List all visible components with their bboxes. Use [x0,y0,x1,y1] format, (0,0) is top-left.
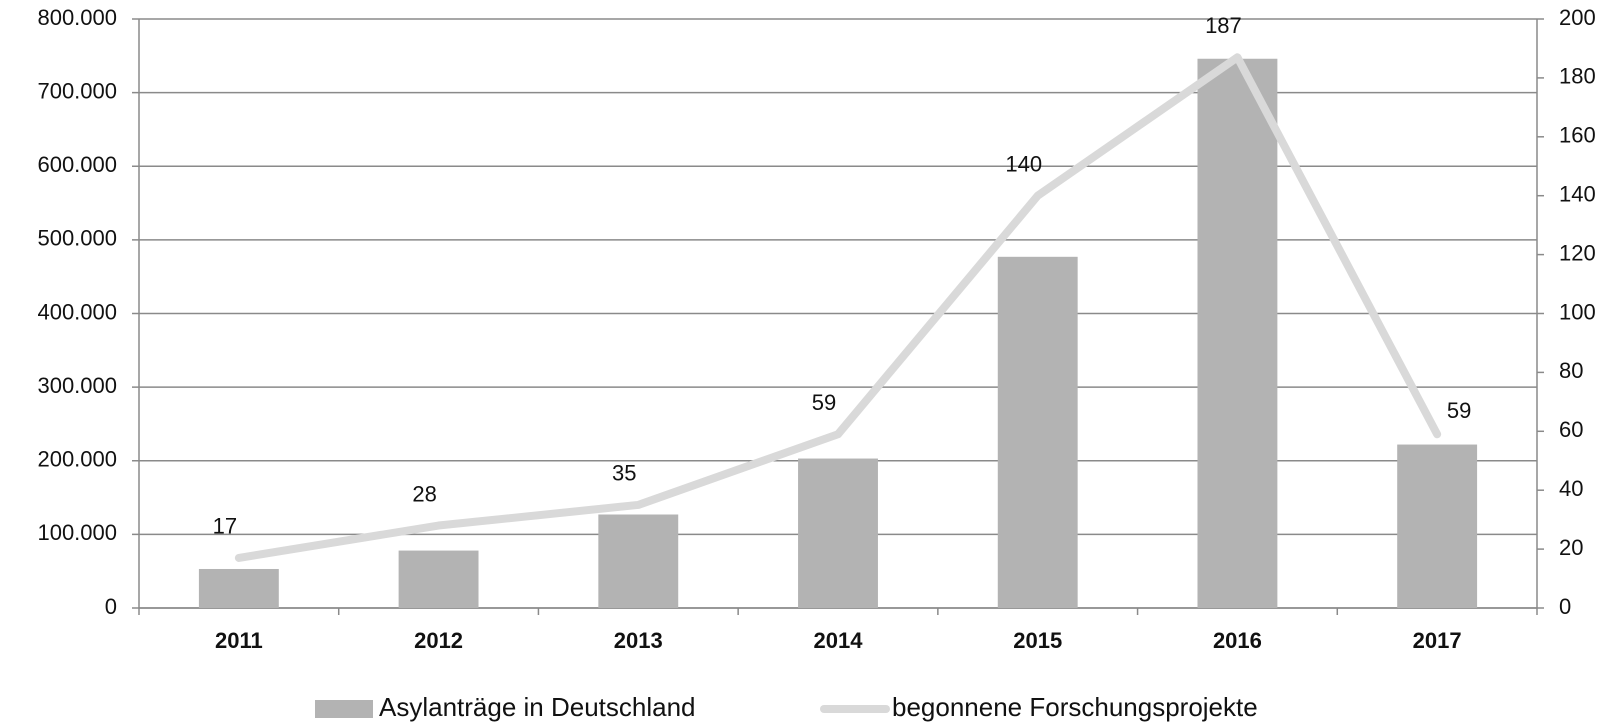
y-tick-label: 100.000 [37,520,117,545]
bar [1397,444,1478,608]
bar [598,514,679,608]
y-tick-label: 600.000 [37,152,117,177]
y-tick-label: 400.000 [37,299,117,324]
data-label: 59 [1447,398,1471,423]
bar [1197,58,1278,608]
y-tick-label: 800.000 [37,5,117,30]
y-tick-label: 0 [105,594,117,619]
bar [398,550,479,608]
y2-tick-label: 40 [1559,476,1583,501]
y2-tick-label: 60 [1559,417,1583,442]
y-tick-label: 500.000 [37,226,117,251]
x-tick-label: 2016 [1213,628,1262,653]
y-tick-label: 300.000 [37,373,117,398]
y-tick-label: 200.000 [37,447,117,472]
line [234,53,1442,562]
data-label: 59 [812,390,836,415]
data-label: 140 [1005,152,1042,177]
y2-tick-label: 100 [1559,299,1596,324]
y2-tick-label: 120 [1559,240,1596,265]
legend-swatch [315,700,373,718]
data-label: 35 [612,461,636,486]
x-tick-label: 2017 [1413,628,1462,653]
data-label: 28 [412,481,436,506]
y2-tick-label: 80 [1559,358,1583,383]
y2-tick-label: 20 [1559,535,1583,560]
x-tick-label: 2015 [1013,628,1062,653]
bar [997,256,1078,608]
y2-tick-label: 140 [1559,182,1596,207]
x-tick-label: 2012 [414,628,463,653]
y2-tick-label: 180 [1559,64,1596,89]
y2-tick-label: 200 [1559,5,1596,30]
x-tick-label: 2013 [614,628,663,653]
legend-label: Asylanträge in Deutschland [379,692,696,722]
x-tick-label: 2011 [215,628,263,653]
y-tick-label: 700.000 [37,78,117,103]
bar [798,458,878,608]
y2-tick-label: 0 [1559,594,1571,619]
data-label: 17 [213,514,237,539]
data-label: 187 [1205,13,1242,38]
bar [198,568,279,608]
y2-tick-label: 160 [1559,123,1596,148]
legend-label: begonnene Forschungsprojekte [892,692,1258,722]
x-tick-label: 2014 [814,628,864,653]
